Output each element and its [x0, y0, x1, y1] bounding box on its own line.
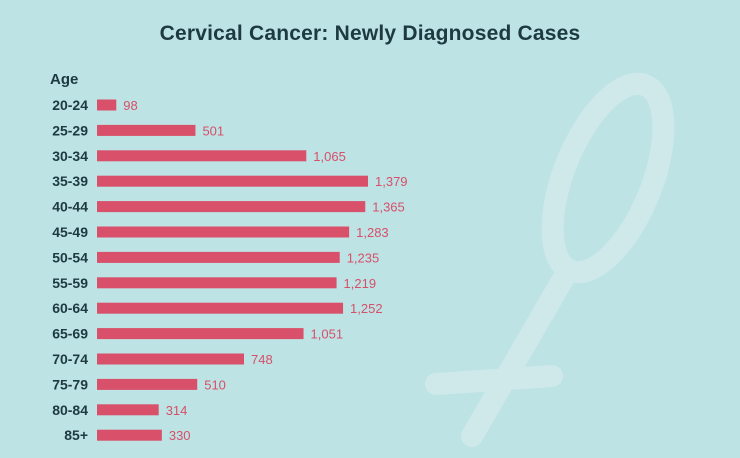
data-label: 98 [123, 98, 137, 113]
bar [97, 328, 304, 340]
data-label: 314 [166, 403, 188, 418]
category-label: 45-49 [52, 224, 88, 240]
category-label: 60-64 [52, 300, 88, 316]
data-label: 748 [251, 352, 273, 367]
bar [97, 404, 159, 416]
bar [97, 201, 366, 213]
data-label: 1,379 [375, 174, 408, 189]
data-label: 330 [169, 428, 191, 443]
category-label: 30-34 [52, 148, 88, 164]
category-label: 85+ [64, 427, 88, 443]
bar [97, 429, 162, 441]
category-label: 25-29 [52, 122, 88, 138]
category-label: 50-54 [52, 249, 88, 265]
category-label: 80-84 [52, 402, 88, 418]
bar [97, 378, 198, 390]
bar [97, 150, 307, 162]
chart-title: Cervical Cancer: Newly Diagnosed Cases [159, 22, 581, 45]
category-label: 55-59 [52, 275, 88, 291]
data-label: 1,283 [356, 225, 389, 240]
data-label: 1,365 [372, 200, 405, 215]
bar [97, 226, 350, 238]
data-label: 1,219 [344, 276, 377, 291]
category-label: 65-69 [52, 326, 88, 342]
data-label: 501 [202, 123, 224, 138]
bar [97, 277, 337, 289]
category-label: 40-44 [52, 199, 88, 215]
bar [97, 175, 368, 187]
bar [97, 353, 244, 365]
bar [97, 302, 344, 314]
category-label: 70-74 [52, 351, 88, 367]
bar [97, 124, 196, 136]
data-label: 510 [204, 377, 226, 392]
data-label: 1,252 [350, 301, 383, 316]
data-label: 1,051 [311, 327, 344, 342]
category-label: 20-24 [52, 97, 88, 113]
y-axis-label: Age [50, 71, 78, 88]
category-label: 75-79 [52, 376, 88, 392]
bar [97, 99, 117, 111]
bar [97, 251, 340, 263]
female-symbol-icon [425, 72, 675, 447]
bars-group: 20-24 98 25-29 501 30-34 1,065 35-39 1,379 40-44… [52, 97, 407, 443]
data-label: 1,065 [313, 149, 346, 164]
data-label: 1,235 [347, 250, 380, 265]
category-label: 35-39 [52, 173, 88, 189]
